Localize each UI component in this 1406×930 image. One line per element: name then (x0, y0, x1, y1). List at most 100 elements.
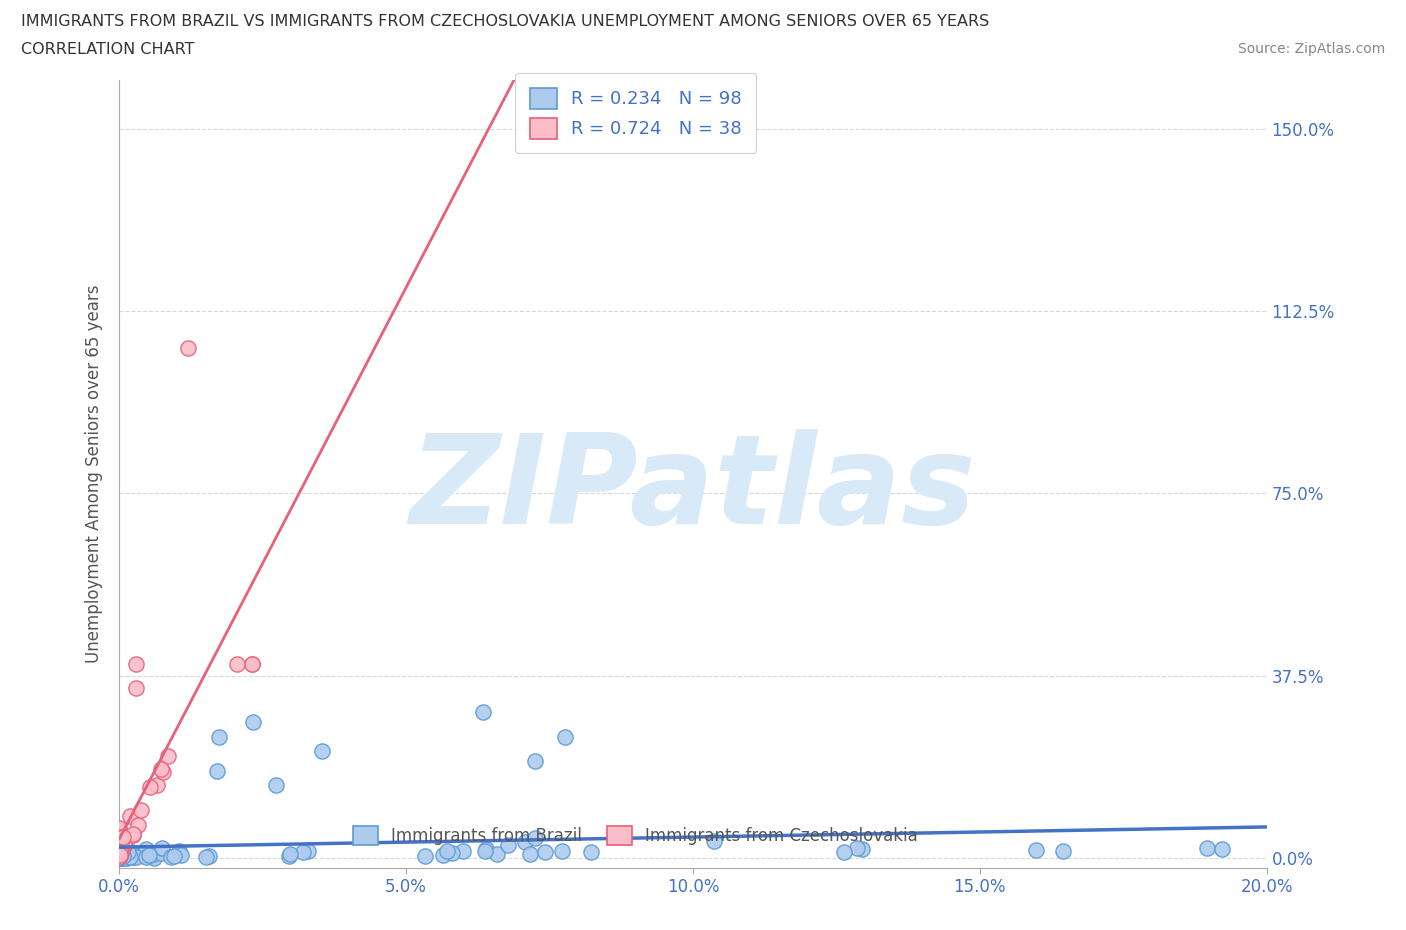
Point (115, 850, 138, 865)
Point (157, 749, 180, 764)
Point (108, 844, 131, 859)
Point (108, 846, 131, 861)
Point (110, 844, 132, 859)
Point (110, 851, 132, 866)
Point (152, 764, 174, 779)
Point (110, 845, 132, 860)
Point (432, 847, 454, 862)
Point (108, 835, 131, 850)
Point (1211, 842, 1233, 857)
Point (108, 847, 131, 862)
Point (138, 848, 160, 863)
Point (579, 844, 602, 859)
Point (108, 851, 131, 866)
Point (159, 850, 181, 865)
Point (111, 841, 134, 856)
Point (554, 729, 576, 744)
Point (832, 844, 855, 859)
Point (121, 826, 143, 841)
Point (413, 848, 436, 863)
Point (108, 840, 131, 855)
Point (845, 841, 868, 856)
Point (122, 850, 145, 865)
Point (311, 744, 333, 759)
Point (524, 753, 547, 768)
Point (110, 850, 132, 865)
Y-axis label: Unemployment Among Seniors over 65 years: Unemployment Among Seniors over 65 years (86, 285, 103, 663)
Point (110, 851, 132, 866)
Point (118, 845, 141, 860)
Point (197, 849, 219, 864)
Point (149, 844, 172, 859)
Point (111, 844, 134, 858)
Point (195, 849, 218, 864)
Point (124, 850, 146, 865)
Point (127, 818, 149, 833)
Point (108, 851, 131, 866)
Point (277, 848, 299, 863)
Point (149, 845, 172, 860)
Point (120, 848, 142, 863)
Point (108, 850, 131, 865)
Point (108, 840, 131, 855)
Point (110, 844, 132, 858)
Point (110, 844, 132, 859)
Point (125, 681, 148, 696)
Text: IMMIGRANTS FROM BRAZIL VS IMMIGRANTS FROM CZECHOSLOVAKIA UNEMPLOYMENT AMONG SENI: IMMIGRANTS FROM BRAZIL VS IMMIGRANTS FRO… (21, 14, 990, 29)
Point (242, 714, 264, 729)
Point (1052, 844, 1074, 858)
Point (440, 846, 463, 861)
Point (292, 844, 315, 859)
Point (120, 844, 142, 858)
Point (149, 762, 172, 777)
Point (111, 848, 134, 863)
Point (112, 843, 135, 857)
Point (121, 848, 143, 863)
Point (177, 340, 200, 355)
Point (208, 729, 231, 744)
Point (167, 844, 190, 858)
Point (519, 847, 541, 862)
Point (129, 803, 152, 817)
Point (135, 849, 157, 864)
Point (108, 848, 131, 863)
Point (111, 835, 134, 850)
Point (141, 849, 163, 864)
Point (475, 842, 498, 857)
Point (108, 844, 131, 858)
Point (110, 847, 132, 862)
Point (135, 842, 157, 857)
Point (138, 779, 160, 794)
Point (110, 844, 132, 858)
Point (108, 844, 131, 859)
Point (471, 705, 494, 720)
Point (127, 846, 149, 861)
Point (108, 850, 131, 865)
Text: CORRELATION CHART: CORRELATION CHART (21, 42, 194, 57)
Point (115, 851, 138, 866)
Point (108, 848, 131, 863)
Point (112, 845, 135, 860)
Point (108, 820, 131, 835)
Point (112, 848, 135, 863)
Point (436, 844, 458, 858)
Point (117, 844, 139, 859)
Legend: Immigrants from Brazil, Immigrants from Czechoslovakia: Immigrants from Brazil, Immigrants from … (346, 819, 925, 852)
Point (496, 838, 519, 853)
Point (125, 657, 148, 671)
Point (108, 848, 131, 863)
Point (112, 844, 135, 858)
Point (550, 844, 572, 858)
Point (278, 846, 301, 861)
Point (851, 842, 873, 857)
Point (513, 835, 536, 850)
Point (170, 847, 193, 862)
Point (534, 844, 557, 859)
Point (122, 848, 145, 863)
Point (474, 844, 496, 858)
Point (111, 830, 134, 844)
Point (114, 845, 136, 860)
Point (114, 843, 136, 857)
Point (150, 841, 173, 856)
Point (118, 849, 141, 864)
